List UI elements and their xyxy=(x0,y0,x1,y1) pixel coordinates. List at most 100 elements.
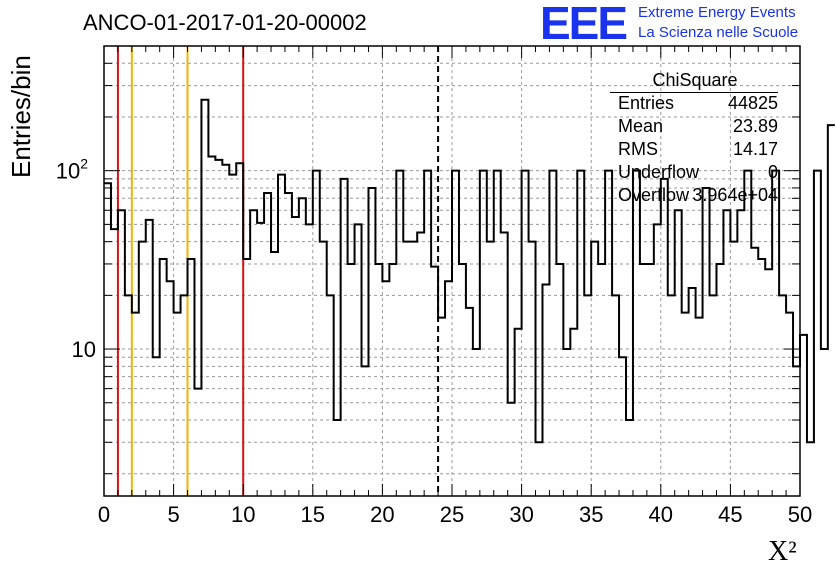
stats-row: RMS 14.17 xyxy=(618,139,778,162)
histogram-bin xyxy=(675,210,682,496)
histogram-bin xyxy=(696,318,703,496)
x-tick-label: 10 xyxy=(231,502,255,527)
stats-key: Mean xyxy=(618,116,664,136)
histogram-bin xyxy=(480,171,487,496)
histogram-bin xyxy=(313,171,320,496)
histogram-bin xyxy=(236,163,243,496)
histogram-bin xyxy=(320,242,327,496)
histogram-bin xyxy=(368,188,375,496)
histogram-bin xyxy=(605,171,612,496)
histogram-bin xyxy=(299,198,306,496)
axes xyxy=(103,45,801,497)
x-tick-label: 40 xyxy=(649,502,673,527)
histogram-bin xyxy=(424,171,431,496)
histogram-bin xyxy=(647,264,654,496)
histogram-bin xyxy=(654,224,661,496)
histogram-bin xyxy=(619,357,626,496)
histogram-bin xyxy=(828,125,835,496)
histogram-bin xyxy=(403,242,410,496)
x-tick-label: 0 xyxy=(98,502,110,527)
histogram-bin xyxy=(132,313,139,496)
histogram-bin xyxy=(438,318,445,496)
histogram-bin xyxy=(598,264,605,496)
histogram-bin xyxy=(556,264,563,496)
x-tick-label: 45 xyxy=(718,502,742,527)
stats-value: 23.89 xyxy=(732,116,778,136)
stats-value: 44825 xyxy=(727,93,778,113)
histogram-bin xyxy=(111,229,118,496)
histogram-bin xyxy=(508,403,515,496)
histogram-bin xyxy=(208,157,215,496)
histogram-bin xyxy=(104,183,111,496)
histogram-bin xyxy=(793,366,800,496)
histogram-bin xyxy=(723,210,730,496)
histogram-bin xyxy=(181,295,188,496)
histogram-bin xyxy=(487,242,494,496)
histogram-bin xyxy=(786,313,793,496)
histogram-bin xyxy=(800,335,807,496)
stats-title: ChiSquare xyxy=(652,70,738,90)
stats-value: 0 xyxy=(767,162,778,182)
histogram-bin xyxy=(668,295,675,496)
stats-box: ChiSquare Entries 44825 Mean 23.89 RMS 1… xyxy=(610,70,780,210)
histogram-bin xyxy=(522,171,529,496)
stats-value: 14.17 xyxy=(732,139,778,159)
histogram-bin xyxy=(765,269,772,496)
histogram-bin xyxy=(327,295,334,496)
histogram-bin xyxy=(744,171,751,496)
histogram-bin xyxy=(188,259,195,496)
histogram-bin xyxy=(779,295,786,496)
histogram-bin xyxy=(271,252,278,496)
histogram-bin xyxy=(542,285,549,496)
histogram-bin xyxy=(536,442,543,496)
stats-row: Underflow 0 xyxy=(618,162,778,185)
histogram-bin xyxy=(494,171,501,496)
stats-row: Overflow 3.964e+04 xyxy=(618,185,778,208)
histogram-bin xyxy=(821,349,828,496)
stats-key: Overflow xyxy=(618,185,690,205)
eee-logo: EEE Extreme Energy Events La Scienza nel… xyxy=(540,0,830,49)
histogram-bin xyxy=(153,357,160,496)
histogram-bin xyxy=(243,259,250,496)
histogram-bin xyxy=(807,442,814,496)
histogram-bin xyxy=(410,242,417,496)
histogram-bin xyxy=(633,171,640,496)
y-axis-label-wrap: Entries/bin xyxy=(6,55,36,328)
histogram-bin xyxy=(640,264,647,496)
stats-key: RMS xyxy=(618,139,658,159)
histogram-bin xyxy=(626,420,633,496)
x-axis-label: X² xyxy=(768,536,797,567)
histogram-bin xyxy=(389,264,396,496)
histogram-bin xyxy=(689,288,696,496)
histogram-bin xyxy=(348,264,355,496)
histogram-bin xyxy=(584,295,591,496)
histogram-bin xyxy=(285,193,292,496)
histogram-bin xyxy=(125,295,132,496)
histogram-bin xyxy=(278,175,285,496)
histogram-bin xyxy=(452,171,459,496)
histogram-bin xyxy=(814,171,821,496)
histogram-bin xyxy=(139,242,146,496)
stats-row: Entries 44825 xyxy=(618,93,778,116)
y-tick-labels: 10 102 xyxy=(56,156,96,362)
chart-title: ANCO-01-2017-01-20-00002 xyxy=(83,10,367,35)
histogram-bin xyxy=(417,233,424,496)
histogram-bin xyxy=(710,295,717,496)
histogram-bin xyxy=(570,329,577,496)
histogram-outline xyxy=(104,98,835,444)
histogram-bin xyxy=(160,259,167,496)
x-tick-label: 30 xyxy=(509,502,533,527)
histogram-bin xyxy=(201,100,208,496)
histogram-bin xyxy=(577,171,584,496)
histogram-bin xyxy=(306,224,313,496)
histogram-bin xyxy=(737,210,744,496)
histogram-bin xyxy=(118,210,125,496)
x-tick-label: 35 xyxy=(579,502,603,527)
stats-row: Mean 23.89 xyxy=(618,116,778,139)
histogram-bin xyxy=(396,171,403,496)
histogram-bin xyxy=(375,264,382,496)
histogram-bin xyxy=(758,259,765,496)
histogram-bin xyxy=(772,171,779,496)
histogram-bin xyxy=(591,242,598,496)
x-tick-label: 20 xyxy=(370,502,394,527)
